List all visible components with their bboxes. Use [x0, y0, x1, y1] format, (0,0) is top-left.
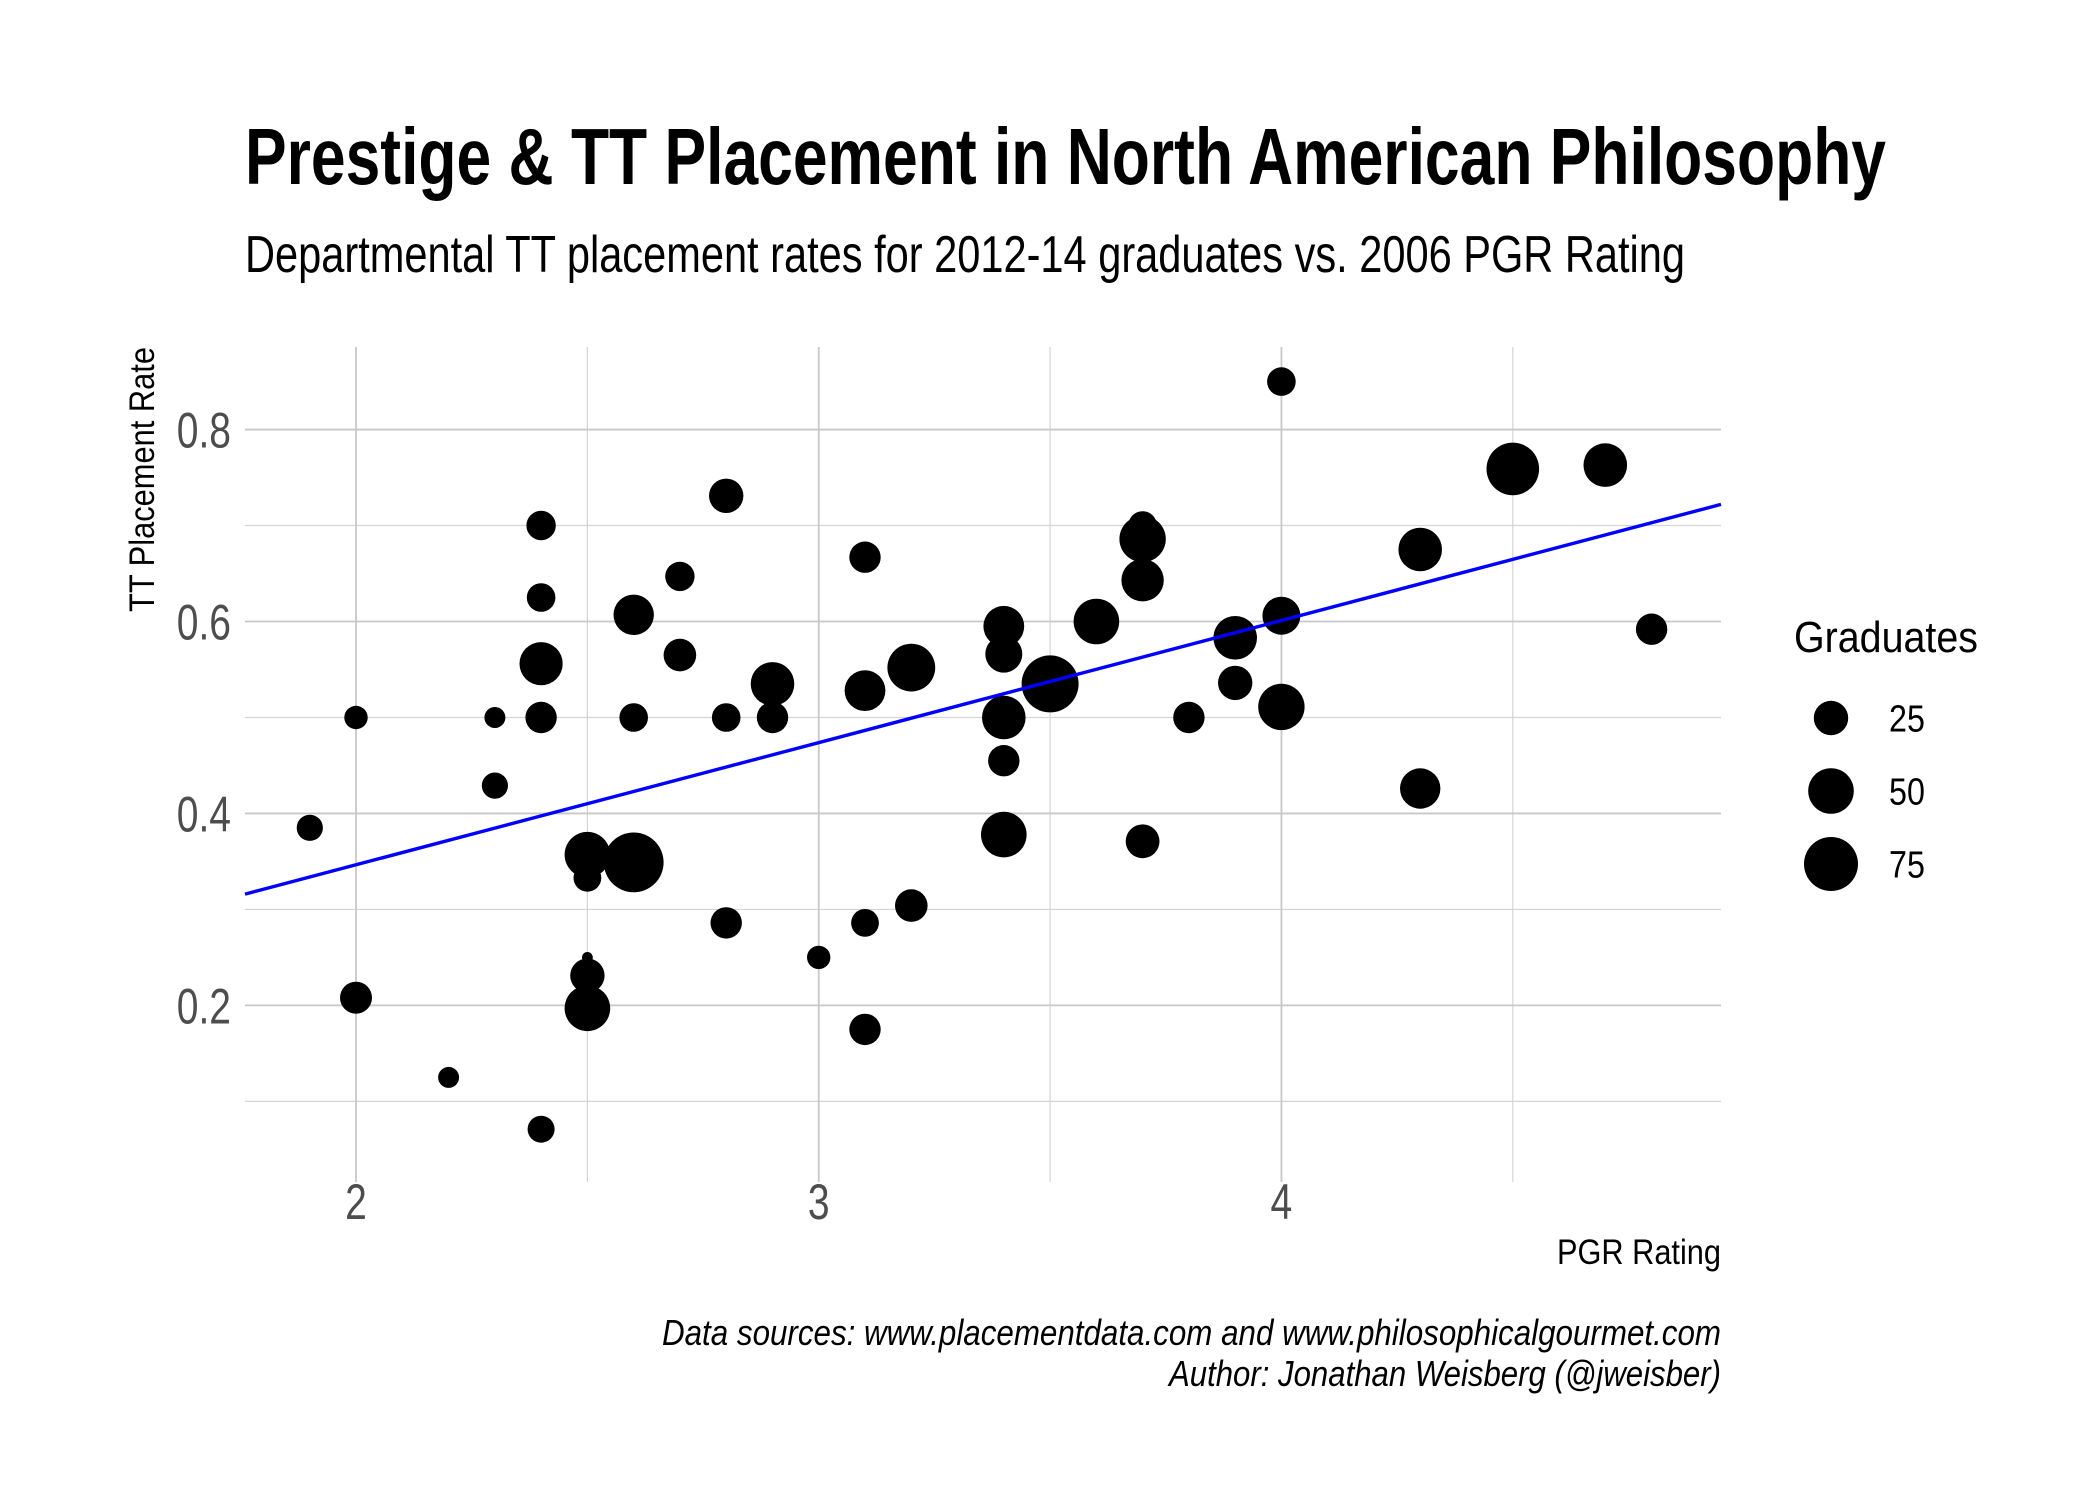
data-point	[807, 945, 831, 970]
chart-subtitle: Departmental TT placement rates for 2012…	[245, 226, 1685, 284]
data-point	[1583, 443, 1628, 487]
data-point	[1119, 515, 1166, 563]
x-tick-label: 3	[808, 1174, 830, 1230]
data-point	[1021, 655, 1079, 713]
data-point	[619, 703, 648, 732]
data-point	[526, 583, 556, 612]
data-point	[710, 907, 742, 939]
data-point	[756, 701, 789, 734]
y-tick-label: 0.6	[177, 595, 231, 651]
data-point	[849, 1013, 881, 1046]
data-point	[573, 863, 602, 892]
data-point	[481, 772, 508, 799]
data-point	[1218, 665, 1253, 701]
x-axis-title: PGR Rating	[1557, 1233, 1721, 1272]
data-point	[711, 703, 741, 732]
data-point	[1258, 683, 1305, 731]
caption-sources: Data sources: www.placementdata.com and …	[662, 1312, 1721, 1353]
data-point	[526, 510, 556, 541]
legend-key-circle	[1808, 768, 1854, 814]
legend-key-circle	[1813, 700, 1849, 736]
data-point	[1125, 824, 1160, 859]
data-point	[1173, 701, 1205, 734]
data-point	[985, 635, 1023, 673]
data-point	[709, 478, 744, 513]
trend-line	[244, 502, 1722, 896]
y-tick-label: 0.4	[177, 786, 231, 842]
data-point	[981, 811, 1027, 858]
data-point	[983, 605, 1025, 647]
data-point	[1213, 616, 1257, 660]
data-point	[564, 831, 611, 878]
trend-line-layer	[244, 502, 1722, 896]
x-tick-label: 2	[345, 1174, 367, 1230]
data-point	[296, 814, 323, 841]
data-point	[1267, 367, 1296, 396]
data-point	[1400, 768, 1441, 809]
chart-title: Prestige & TT Placement in North America…	[245, 112, 1886, 201]
data-point	[982, 695, 1026, 740]
legend-key-label: 50	[1889, 772, 1925, 814]
data-point	[663, 638, 697, 672]
y-axis-tick-labels: 0.2 0.4 0.6 0.8	[177, 403, 231, 1035]
x-tick-label: 4	[1271, 1174, 1293, 1230]
data-point	[613, 594, 654, 635]
data-point	[1635, 613, 1668, 645]
data-point	[484, 707, 506, 728]
legend-key-label: 25	[1889, 699, 1925, 741]
data-point	[527, 1115, 555, 1143]
size-legend: Graduates 25 50 75	[1794, 613, 1978, 891]
data-point	[344, 705, 368, 730]
data-point	[849, 541, 881, 573]
data-point	[564, 985, 611, 1032]
y-tick-label: 0.2	[177, 978, 231, 1034]
data-points	[296, 367, 1668, 1143]
x-axis-tick-labels: 2 3 4	[345, 1174, 1292, 1230]
data-point	[895, 889, 928, 922]
y-axis-title: TT Placement Rate	[123, 347, 162, 612]
data-point	[525, 701, 557, 734]
data-point	[1073, 598, 1120, 645]
data-point	[438, 1066, 460, 1088]
legend-key-label: 75	[1889, 845, 1925, 887]
y-tick-label: 0.8	[177, 403, 231, 459]
legend-keys: 25 50 75	[1804, 699, 1925, 891]
data-point	[519, 642, 563, 686]
data-point	[603, 832, 664, 893]
data-point	[1486, 442, 1540, 496]
data-point	[750, 662, 795, 706]
legend-key-circle	[1804, 837, 1858, 891]
data-point	[1262, 596, 1301, 635]
data-point	[1121, 559, 1164, 602]
data-point	[887, 643, 936, 692]
data-point	[851, 909, 879, 937]
data-point	[988, 745, 1020, 777]
legend-title: Graduates	[1794, 613, 1978, 662]
data-point	[665, 561, 695, 592]
data-point	[340, 981, 372, 1014]
caption-author: Author: Jonathan Weisberg (@jweisber)	[1167, 1353, 1721, 1394]
data-point	[844, 670, 886, 711]
data-point	[1398, 527, 1442, 572]
data-point	[570, 958, 605, 993]
